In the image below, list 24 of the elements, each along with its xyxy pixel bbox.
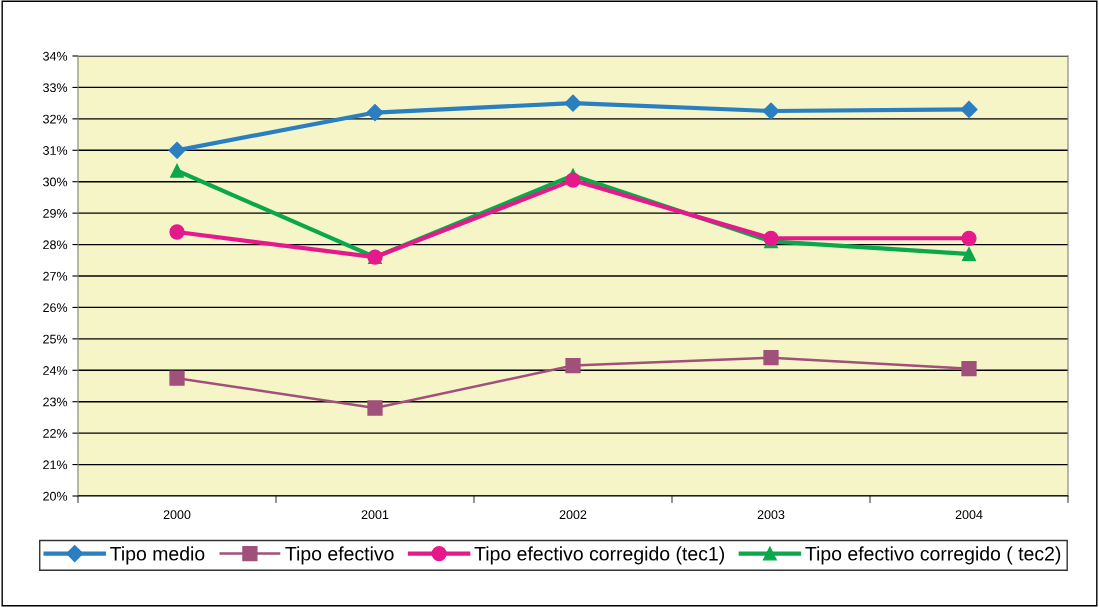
x-tick-label: 2003 xyxy=(757,510,785,520)
y-tick-label: 30% xyxy=(43,177,68,187)
legend-label: Tipo efectivo corregido (tec1) xyxy=(474,546,724,565)
x-tick-label: 2001 xyxy=(361,510,389,520)
y-tick-label: 20% xyxy=(43,491,68,501)
x-tick-label: 2000 xyxy=(163,510,191,520)
y-tick-label: 23% xyxy=(43,397,68,407)
y-tick-label: 28% xyxy=(43,240,68,250)
legend-label: Tipo efectivo xyxy=(285,546,394,565)
y-tick-label: 33% xyxy=(43,83,68,93)
y-tick-label: 26% xyxy=(43,303,68,313)
y-tick-label: 27% xyxy=(43,271,68,281)
x-tick-label: 2004 xyxy=(955,510,983,520)
legend-label: Tipo medio xyxy=(110,546,205,565)
legend-label: Tipo efectivo corregido ( tec2) xyxy=(805,546,1061,565)
y-tick-label: 24% xyxy=(43,366,68,375)
y-tick-label: 31% xyxy=(43,146,68,155)
y-tick-label: 25% xyxy=(43,334,68,344)
x-tick-label: 2002 xyxy=(559,510,587,520)
y-tick-label: 29% xyxy=(43,208,68,218)
y-tick-label: 22% xyxy=(43,428,68,438)
y-tick-label: 21% xyxy=(43,460,68,470)
y-tick-label: 32% xyxy=(43,114,68,124)
y-tick-label: 34% xyxy=(43,51,68,61)
